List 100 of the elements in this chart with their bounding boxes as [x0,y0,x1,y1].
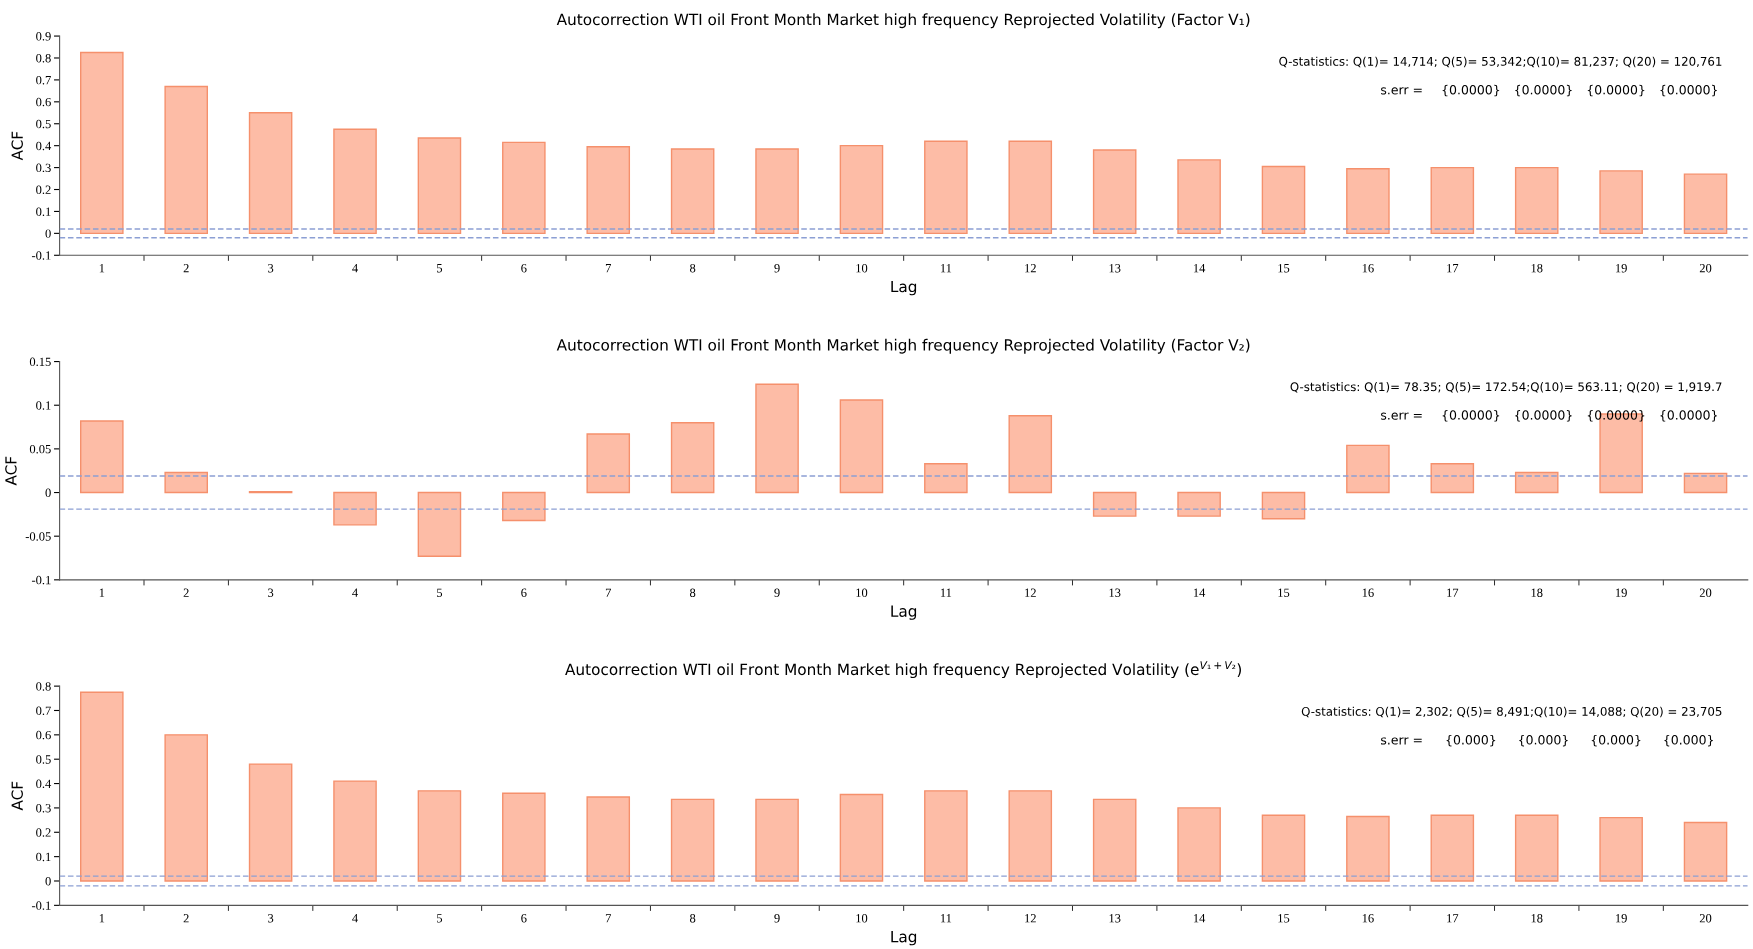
bar [1177,807,1221,882]
x-axis-title: Lag [891,931,917,946]
y-tick-label: 0.8 [36,682,51,691]
x-tick-label: 11 [940,914,952,923]
y-tick-label: 0.6 [36,97,51,107]
bar [586,433,631,494]
bar [80,691,124,882]
x-tick-label: 13 [1109,588,1121,597]
y-axis-title: ACF [11,781,23,811]
bar [1683,821,1728,882]
y-tick-label: -0.1 [31,901,51,910]
bar [1514,166,1559,235]
x-tick-label: 11 [940,588,952,597]
annotation: {0.0000} [1515,84,1572,97]
bar [502,491,546,522]
x-tick-label: 16 [1362,264,1374,273]
bar [755,383,799,494]
annotation: {0.0000} [1442,84,1500,97]
y-tick-label: 0.3 [36,163,51,173]
x-tick-label: 1 [99,264,105,273]
bar [164,734,209,882]
y-tick-label: 0.2 [36,828,51,837]
annotation: {0.0000} [1587,84,1645,97]
x-tick-label: 7 [605,264,612,273]
bar [1092,798,1137,882]
y-tick-label: -0.05 [25,532,51,541]
x-tick-label: 19 [1615,264,1627,273]
bar [1261,814,1306,882]
x-tick-label: 17 [1447,588,1459,597]
x-tick-label: 4 [352,588,358,597]
x-tick-label: 2 [183,914,189,923]
annotation: s.err = [1381,87,1422,95]
x-tick-label: 12 [1025,264,1036,273]
annotation: {0.0000} [1442,410,1500,422]
bar [839,144,884,235]
annotation: {0.0000} [1660,84,1717,97]
y-tick-label: 0.5 [36,119,51,129]
bar [1683,173,1728,235]
y-tick-label: -0.1 [31,575,51,585]
bar [164,471,209,494]
y-axis-title: ACF [11,131,23,161]
x-tick-label: 6 [521,264,527,273]
annotation: {0.000} [1664,734,1713,747]
bar [1177,491,1221,517]
bar [1008,790,1053,882]
bar [1261,165,1306,235]
bar [924,463,968,494]
x-tick-label: 14 [1193,264,1206,273]
x-tick-label: 18 [1531,588,1543,597]
y-tick-label: 0.05 [29,444,51,454]
x-tick-label: 18 [1531,914,1543,923]
bar [1430,166,1475,235]
y-tick-label: 0.1 [36,852,51,862]
bar [80,420,124,494]
y-tick-label: 0.7 [36,706,51,715]
x-tick-label: 2 [183,588,189,597]
x-tick-label: 19 [1615,914,1627,923]
y-tick-label: 0.4 [36,141,52,151]
bar [755,148,799,235]
x-tick-label: 13 [1109,264,1121,273]
bar [417,790,462,882]
x-tick-label: 17 [1447,264,1459,273]
y-tick-label: 0.1 [36,401,51,410]
x-tick-label: 4 [352,914,358,923]
x-tick-label: 9 [774,588,780,597]
bar [1346,815,1390,882]
x-tick-label: 2 [183,264,189,273]
x-tick-label: 8 [690,914,696,923]
bar [839,793,884,882]
x-tick-label: 9 [774,264,780,273]
bar [502,141,546,235]
annotation: Q-statistics: Q(1)= 14,714; Q(5)= 53,342;Q(10)= 81,237; Q(20) = 120,761 [1279,56,1722,68]
bar [1346,167,1390,235]
annotation: Q-statistics: Q(1)= 2,302; Q(5)= 8,491;Q(10)= 14,088; Q(20) = 23,705 [1301,706,1722,718]
x-axis-title: Lag [891,280,917,296]
y-tick-label: 0.6 [36,730,51,740]
x-tick-label: 14 [1193,588,1206,597]
bar [1008,415,1053,494]
y-tick-label: 0.5 [36,755,51,764]
bar [1177,159,1221,235]
y-tick-label: 0.7 [36,75,51,85]
x-tick-label: 10 [856,263,868,273]
x-tick-label: 5 [437,588,443,597]
x-tick-label: 5 [437,914,443,923]
x-tick-label: 20 [1699,588,1712,597]
bar [1599,170,1643,235]
x-tick-label: 10 [856,914,868,923]
annotation: {0.000} [1591,734,1641,747]
bar [333,491,377,526]
x-tick-label: 20 [1699,914,1712,923]
x-tick-label: 15 [1278,914,1290,923]
x-tick-label: 1 [99,914,105,923]
x-tick-label: 18 [1531,263,1543,273]
bar [1261,491,1306,520]
x-tick-label: 11 [940,264,952,273]
annotation: Q-statistics: Q(1)= 78.35; Q(5)= 172.54;Q(10)= 563.11; Q(20) = 1,919.7 [1290,382,1722,393]
bar [1008,140,1053,235]
x-tick-label: 3 [268,914,274,923]
bar [248,112,293,235]
bar [1683,472,1728,494]
